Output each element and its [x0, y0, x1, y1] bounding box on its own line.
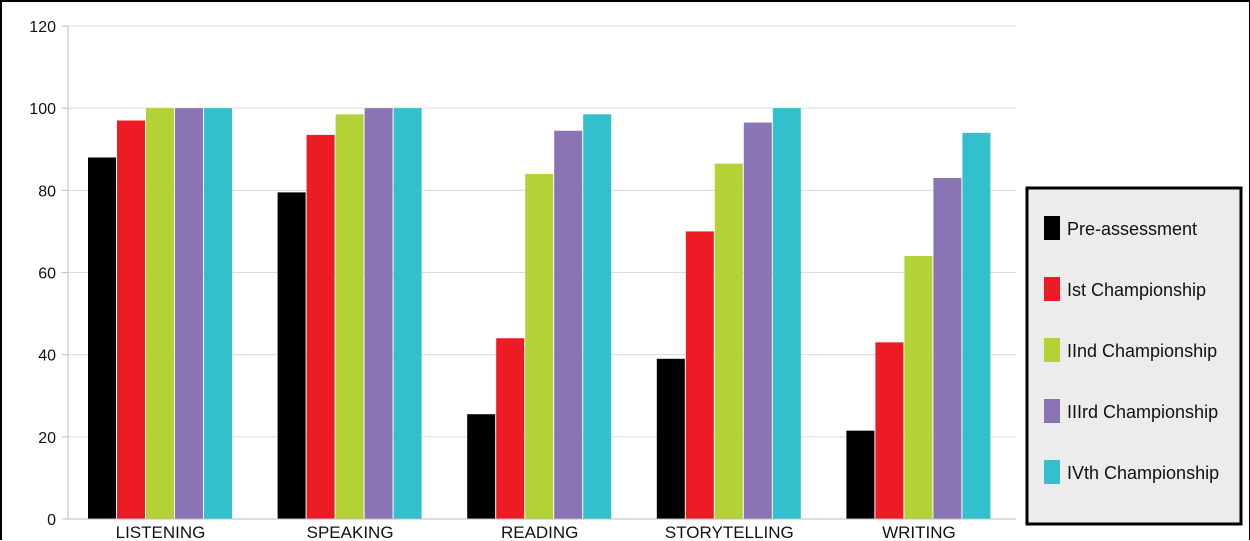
legend-label: IVth Championship: [1067, 463, 1219, 483]
bar-speaking-3: [364, 108, 393, 520]
legend-swatch: [1044, 460, 1060, 484]
legend-box: [1025, 186, 1243, 526]
bar-writing-4: [962, 132, 991, 520]
legend: Pre-assessment Ist Championship IInd Champ…: [1025, 186, 1243, 526]
bar-storytelling-1: [685, 231, 714, 519]
x-axis: LISTENING SPEAKING READING STORYTELLING WRIT…: [68, 518, 1016, 541]
bar-writing-0: [846, 430, 875, 519]
bar-reading-2: [525, 173, 554, 519]
y-tick-label: 60: [38, 266, 56, 283]
bar-storytelling-3: [743, 122, 772, 519]
legend-swatch: [1044, 338, 1060, 362]
bar-writing-3: [933, 178, 962, 519]
bar-speaking-1: [306, 134, 335, 519]
bar-storytelling-2: [714, 163, 743, 520]
y-tick-label: 40: [38, 348, 56, 365]
legend-label: Ist Championship: [1067, 280, 1206, 300]
y-tick-label: 80: [38, 183, 56, 200]
y-tick-label: 0: [47, 512, 56, 529]
legend-swatch: [1044, 277, 1060, 301]
legend-label: IInd Championship: [1067, 341, 1217, 361]
y-axis: 0 20 40 60 80 100 120: [29, 19, 69, 529]
x-category-label: LISTENING: [116, 523, 206, 541]
bar-reading-4: [583, 114, 612, 520]
bar-storytelling-4: [772, 108, 801, 520]
bar-listening-4: [204, 108, 232, 520]
bar-writing-1: [875, 342, 904, 519]
legend-label: IIIrd Championship: [1067, 402, 1218, 422]
bar-listening-0: [88, 157, 116, 519]
bar-storytelling-0: [656, 358, 685, 519]
x-category-label: STORYTELLING: [665, 523, 794, 541]
legend-swatch: [1044, 399, 1060, 423]
bar-reading-1: [496, 338, 525, 519]
y-tick-label: 20: [38, 430, 56, 447]
bar-listening-3: [175, 108, 203, 520]
bar-reading-3: [554, 130, 583, 519]
y-tick-label: 120: [29, 19, 56, 36]
bar-listening-2: [146, 108, 174, 520]
x-category-label: SPEAKING: [307, 523, 394, 541]
bar-reading-0: [467, 414, 496, 519]
bar-speaking-0: [277, 192, 306, 519]
bar-speaking-2: [335, 114, 364, 520]
bar-speaking-4: [393, 108, 422, 520]
legend-swatch: [1044, 216, 1060, 240]
bar-writing-2: [904, 256, 933, 519]
bar-listening-1: [117, 120, 145, 519]
y-tick-label: 100: [29, 101, 56, 118]
bars: [88, 108, 991, 520]
x-category-label: WRITING: [882, 523, 956, 541]
x-category-label: READING: [501, 523, 578, 541]
legend-label: Pre-assessment: [1067, 219, 1197, 239]
